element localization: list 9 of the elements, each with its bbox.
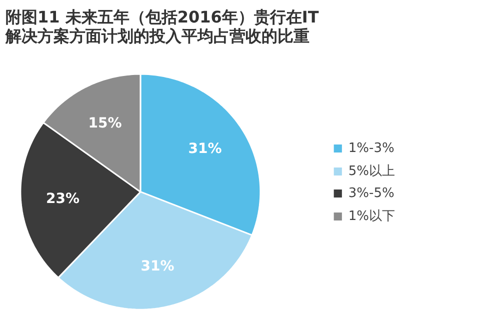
legend-label: 5%以上 (348, 162, 395, 180)
chart-title: 附图11 未来五年（包括2016年）贵行在IT 解决方案方面计划的投入平均占营收的比重 (4, 8, 319, 46)
legend-label: 3%-5% (348, 186, 394, 200)
legend-label: 1%-3% (348, 140, 394, 156)
legend-label: 1%以下 (348, 208, 395, 224)
data-label: 15% (88, 116, 122, 132)
data-label: 31% (140, 258, 174, 275)
data-label: 23% (46, 191, 80, 208)
data-label: 31% (188, 140, 222, 157)
